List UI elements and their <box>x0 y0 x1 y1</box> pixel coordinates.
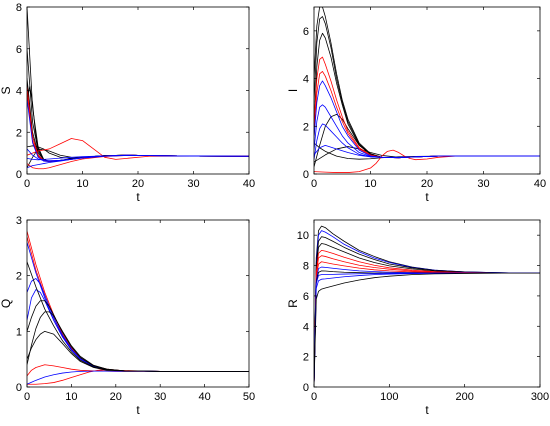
series-line-9 <box>27 92 249 162</box>
y-tick-label: 8 <box>16 2 22 14</box>
x-tick-label: 20 <box>110 391 122 403</box>
series-line-12 <box>314 272 540 387</box>
x-tick-label: 10 <box>76 178 88 190</box>
series-line-10 <box>27 300 249 372</box>
y-tick-label: 2 <box>303 352 309 364</box>
series-group <box>314 7 540 173</box>
axes-frame <box>313 219 541 388</box>
y-tick-label: 3 <box>16 215 22 227</box>
series-line-6 <box>27 278 249 372</box>
y-tick-label: 4 <box>16 86 22 98</box>
series-line-4 <box>27 364 249 377</box>
series-line-6 <box>314 255 540 387</box>
series-line-15 <box>27 155 249 169</box>
y-tick-label: 6 <box>303 26 309 38</box>
series-line-3 <box>27 77 249 162</box>
y-tick-label: 0 <box>303 169 309 181</box>
x-tick-label: 30 <box>477 178 489 190</box>
series-line-2 <box>27 236 249 372</box>
y-axis-label: S <box>0 86 13 94</box>
y-tick-label: 2 <box>303 121 309 133</box>
y-tick-label: 8 <box>303 261 309 273</box>
series-line-1 <box>314 225 540 387</box>
x-tick-label: 10 <box>364 178 376 190</box>
y-tick-label: 6 <box>16 44 22 56</box>
series-line-8 <box>314 71 540 159</box>
x-tick-label: 10 <box>65 391 77 403</box>
y-tick-label: 0 <box>303 382 309 394</box>
x-axis-label: t <box>425 190 429 204</box>
series-line-11 <box>314 272 540 387</box>
series-group <box>314 225 540 387</box>
y-tick-label: 0 <box>16 169 22 181</box>
x-tick-label: 20 <box>132 178 144 190</box>
x-tick-label: 200 <box>455 391 473 403</box>
series-line-9 <box>27 261 249 372</box>
y-tick-label: 10 <box>297 230 309 242</box>
series-line-8 <box>314 266 540 387</box>
x-tick-label: 30 <box>187 178 199 190</box>
series-line-2 <box>27 48 249 162</box>
x-axis-label: t <box>136 403 140 417</box>
axes-frame <box>26 219 250 388</box>
series-line-1 <box>27 231 249 372</box>
series-line-1 <box>27 7 249 162</box>
y-tick-label: 1 <box>16 326 22 338</box>
series-group <box>27 7 249 170</box>
axes-frame <box>26 6 250 175</box>
y-tick-label: 2 <box>16 271 22 283</box>
series-line-9 <box>314 149 540 173</box>
x-tick-label: 0 <box>311 391 317 403</box>
x-tick-label: 40 <box>534 178 546 190</box>
series-line-7 <box>314 261 540 387</box>
series-line-8 <box>27 370 249 385</box>
y-axis-label: Q <box>0 299 13 308</box>
series-line-10 <box>314 272 540 387</box>
x-tick-label: 0 <box>311 178 317 190</box>
x-tick-label: 20 <box>421 178 433 190</box>
subplot-r: 0 100 200 300 0 2 4 6 8 10 t R <box>286 219 549 417</box>
subplot-s: 0 10 20 30 40 0 2 4 6 8 t S <box>0 2 255 204</box>
series-line-7 <box>27 85 249 162</box>
series-group <box>27 231 249 385</box>
x-tick-label: 100 <box>380 391 398 403</box>
y-tick-label: 2 <box>16 127 22 139</box>
y-axis-label: R <box>286 299 300 308</box>
x-tick-label: 40 <box>243 178 255 190</box>
subplot-i: 0 10 20 30 40 0 2 4 6 t I <box>286 6 546 204</box>
series-line-13 <box>314 144 540 158</box>
series-line-3 <box>314 236 540 387</box>
series-line-12 <box>27 98 249 162</box>
series-line-9 <box>314 270 540 387</box>
series-line-5 <box>314 146 540 163</box>
x-axis-label: t <box>425 403 429 417</box>
y-tick-label: 4 <box>303 321 309 333</box>
y-tick-label: 6 <box>303 291 309 303</box>
series-line-5 <box>27 242 249 372</box>
subplot-q: 0 10 20 30 40 50 0 1 2 3 t Q <box>0 215 255 417</box>
series-line-4 <box>314 243 540 387</box>
series-line-12 <box>27 330 249 372</box>
y-axis-label: I <box>286 89 300 92</box>
series-line-2 <box>314 16 540 159</box>
series-line-3 <box>27 369 249 385</box>
x-tick-label: 0 <box>24 391 30 403</box>
x-tick-label: 300 <box>531 391 549 403</box>
axes-frame <box>313 6 541 175</box>
series-line-4 <box>27 84 249 162</box>
series-line-5 <box>314 249 540 387</box>
series-line-2 <box>314 230 540 387</box>
series-line-3 <box>314 32 540 159</box>
x-axis-label: t <box>136 190 140 204</box>
x-tick-label: 30 <box>154 391 166 403</box>
y-tick-label: 4 <box>303 74 309 86</box>
y-tick-label: 0 <box>16 382 22 394</box>
x-tick-label: 40 <box>198 391 210 403</box>
series-line-10 <box>27 138 249 160</box>
x-tick-label: 0 <box>24 178 30 190</box>
series-line-8 <box>27 86 249 162</box>
x-tick-label: 50 <box>243 391 255 403</box>
